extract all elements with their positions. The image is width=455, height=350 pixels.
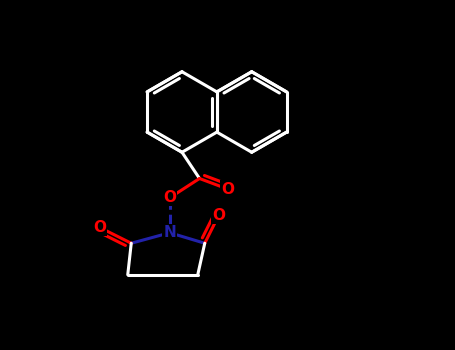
Text: O: O — [93, 220, 106, 235]
Text: N: N — [163, 225, 176, 240]
Text: O: O — [163, 190, 176, 205]
Text: O: O — [221, 182, 234, 196]
Text: O: O — [212, 208, 225, 223]
